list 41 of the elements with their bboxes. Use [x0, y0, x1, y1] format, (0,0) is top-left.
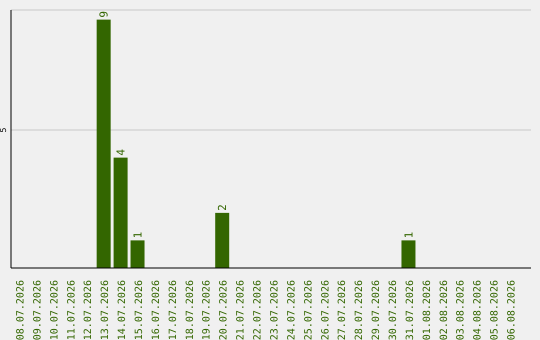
- y-tick-label: 5: [0, 127, 8, 133]
- x-tick-label: 23.07.2026: [269, 280, 280, 340]
- x-tick-label: 22.07.2026: [252, 280, 264, 340]
- x-tick-label: 28.07.2026: [354, 280, 366, 340]
- data-label: 2: [216, 204, 230, 211]
- x-tick-label: 02.08.2026: [438, 280, 450, 340]
- x-tick-label: 15.07.2026: [134, 280, 145, 340]
- bar: [96, 20, 111, 268]
- bar: [130, 240, 145, 268]
- x-tick-label: 27.07.2026: [337, 280, 348, 340]
- bar: [401, 240, 416, 268]
- x-tick-label: 08.07.2026: [15, 280, 26, 340]
- x-tick-label: 29.07.2026: [371, 280, 382, 340]
- x-tick-label: 31.07.2026: [404, 280, 416, 340]
- x-tick-label: 17.07.2026: [168, 280, 179, 340]
- data-label: 1: [402, 232, 416, 238]
- x-tick-label: 03.08.2026: [456, 280, 467, 340]
- x-tick-label: 20.07.2026: [218, 280, 230, 340]
- x-tick-label: 18.07.2026: [184, 280, 196, 340]
- x-tick-label: 14.07.2026: [117, 280, 128, 340]
- data-label: 9: [98, 11, 111, 18]
- x-tick-label: 09.07.2026: [32, 280, 44, 340]
- x-tick-label: 10.07.2026: [49, 280, 60, 340]
- x-tick-label: 13.07.2026: [100, 280, 112, 340]
- x-tick-label: 04.08.2026: [472, 280, 484, 340]
- bar: [215, 212, 230, 268]
- x-tick-label: 06.08.2026: [506, 280, 518, 340]
- x-tick-label: 21.07.2026: [236, 280, 247, 340]
- x-tick-label: 11.07.2026: [66, 280, 78, 340]
- x-tick-label: 16.07.2026: [150, 280, 162, 340]
- x-tick-label: 12.07.2026: [83, 280, 94, 340]
- x-tick-label: 25.07.2026: [303, 280, 314, 340]
- x-tick-label: 05.08.2026: [490, 280, 501, 340]
- bar: [114, 158, 128, 268]
- x-tick-label: 26.07.2026: [320, 280, 332, 340]
- x-tick-label: 30.07.2026: [388, 280, 399, 340]
- data-label: 1: [132, 232, 145, 238]
- x-tick-label: 19.07.2026: [202, 280, 213, 340]
- data-label: 4: [114, 148, 128, 156]
- x-tick-label: 24.07.2026: [286, 280, 298, 340]
- x-tick-label: 01.08.2026: [422, 280, 433, 340]
